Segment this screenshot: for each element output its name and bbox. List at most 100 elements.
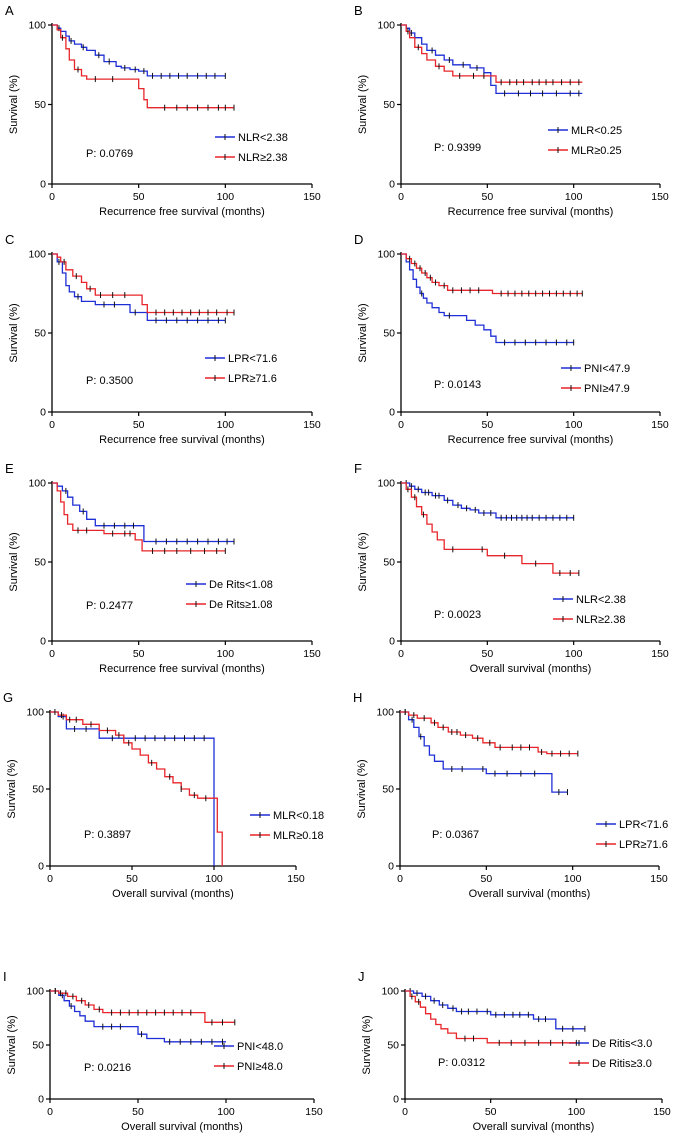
panel-label-d: D [354, 232, 363, 247]
x-tick-label: 0 [47, 873, 53, 885]
x-tick-label: 150 [651, 191, 669, 203]
x-tick-label: 0 [398, 191, 404, 203]
x-axis-title: Overall survival (months) [112, 888, 234, 900]
km-curve-red [50, 711, 223, 866]
legend-label: MLR<0.18 [273, 810, 324, 822]
y-axis-title: Survival (%) [356, 759, 368, 818]
y-tick-label: 100 [28, 20, 46, 32]
p-value: P: 0.0216 [84, 1062, 131, 1074]
y-axis-title: Survival (%) [6, 759, 18, 818]
p-value: P: 0.9399 [434, 142, 481, 154]
x-tick-label: 100 [564, 873, 582, 885]
x-axis-title: Recurrence free survival (months) [99, 663, 265, 675]
x-axis-title: Overall survival (months) [473, 1121, 595, 1133]
km-curve-red [52, 24, 234, 109]
legend-label: De Ritis≥3.0 [592, 1058, 652, 1070]
y-tick-label: 0 [388, 861, 394, 873]
p-value: P: 0.0367 [432, 829, 479, 841]
km-curve-blue [52, 24, 226, 77]
panel-i: I 0 50 100 0 50 100 150 Overall survival (months… [3, 969, 323, 1133]
y-tick-label: 0 [389, 179, 395, 191]
legend-label: LPR<71.6 [228, 353, 277, 365]
panel-label-h: H [353, 690, 362, 705]
x-tick-label: 150 [650, 873, 668, 885]
y-axis-title: Survival (%) [8, 532, 20, 591]
x-tick-label: 150 [651, 648, 669, 660]
km-curve-red [52, 253, 234, 314]
x-tick-label: 50 [133, 191, 145, 203]
panel-label-j: J [358, 969, 365, 984]
y-axis-title: Survival (%) [8, 75, 20, 134]
p-value: P: 0.2477 [86, 600, 133, 612]
x-axis-title: Overall survival (months) [121, 1121, 243, 1133]
km-curve-blue [405, 990, 585, 1030]
x-tick-label: 100 [217, 1106, 235, 1118]
panel-h: H 0 50 100 0 50 100 150 Overall survival (months… [353, 690, 668, 900]
x-tick-label: 50 [481, 191, 493, 203]
km-curve-red [400, 711, 578, 755]
legend-label: NLR<2.38 [576, 594, 626, 606]
y-tick-label: 100 [28, 249, 46, 261]
km-curve-red [50, 990, 235, 1023]
legend-label: NLR≥2.38 [576, 614, 625, 626]
panel-b: B 0 50 100 0 50 100 150 Recurrence free survival… [354, 3, 669, 218]
x-tick-label: 100 [217, 419, 235, 431]
y-tick-label: 0 [40, 407, 46, 419]
x-tick-label: 100 [565, 419, 583, 431]
x-tick-label: 50 [126, 873, 138, 885]
x-tick-label: 50 [480, 873, 492, 885]
panel-label-f: F [354, 461, 362, 476]
y-axis-title: Survival (%) [361, 1015, 373, 1074]
y-tick-label: 50 [34, 99, 46, 111]
km-curve-red [401, 253, 583, 295]
km-curve-blue [400, 711, 568, 793]
km-curve-blue [50, 990, 226, 1043]
legend-label: LPR≥71.6 [619, 839, 668, 851]
legend-label: PNI<47.9 [584, 363, 630, 375]
x-axis-title: Overall survival (months) [470, 663, 592, 675]
legend-label: NLR≥2.38 [238, 152, 287, 164]
legend-label: De Rits≥1.08 [209, 599, 273, 611]
panel-label-e: E [5, 461, 14, 476]
y-tick-label: 50 [34, 557, 46, 569]
km-curve-blue [52, 253, 226, 322]
p-value: P: 0.0312 [438, 1057, 485, 1069]
y-tick-label: 100 [377, 249, 395, 261]
panel-g: G 0 50 100 0 50 100 150 Overall survival (months… [3, 690, 324, 900]
y-tick-label: 50 [383, 328, 395, 340]
x-tick-label: 0 [398, 648, 404, 660]
panel-label-c: C [5, 232, 14, 247]
panel-label-a: A [5, 3, 14, 18]
y-tick-label: 0 [40, 179, 46, 191]
x-axis-title: Recurrence free survival (months) [448, 206, 614, 218]
x-tick-label: 0 [49, 191, 55, 203]
km-curve-blue [401, 482, 574, 519]
y-tick-label: 50 [32, 1040, 44, 1052]
x-tick-label: 150 [305, 1106, 323, 1118]
x-tick-label: 50 [481, 419, 493, 431]
y-tick-label: 50 [383, 99, 395, 111]
x-tick-label: 0 [49, 419, 55, 431]
legend-label: De Ritis<3.0 [592, 1038, 652, 1050]
x-tick-label: 100 [568, 1106, 586, 1118]
y-tick-label: 100 [377, 478, 395, 490]
x-tick-label: 0 [402, 1106, 408, 1118]
x-tick-label: 150 [287, 873, 305, 885]
y-tick-label: 50 [387, 1040, 399, 1052]
y-tick-label: 100 [377, 20, 395, 32]
km-curve-red [52, 482, 226, 552]
x-tick-label: 50 [133, 419, 145, 431]
km-curve-red [401, 482, 579, 574]
x-tick-label: 100 [217, 191, 235, 203]
km-curve-red [401, 24, 583, 83]
legend-label: MLR<0.25 [571, 125, 622, 137]
legend-label: LPR≥71.6 [228, 373, 277, 385]
legend-label: NLR<2.38 [238, 132, 288, 144]
x-tick-label: 50 [132, 1106, 144, 1118]
p-value: P: 0.0023 [434, 609, 481, 621]
legend-label: PNI≥48.0 [237, 1061, 283, 1073]
panel-d: D 0 50 100 0 50 100 150 Recurrence free survival… [354, 232, 669, 446]
y-axis-title: Survival (%) [357, 303, 369, 362]
x-tick-label: 100 [217, 648, 235, 660]
